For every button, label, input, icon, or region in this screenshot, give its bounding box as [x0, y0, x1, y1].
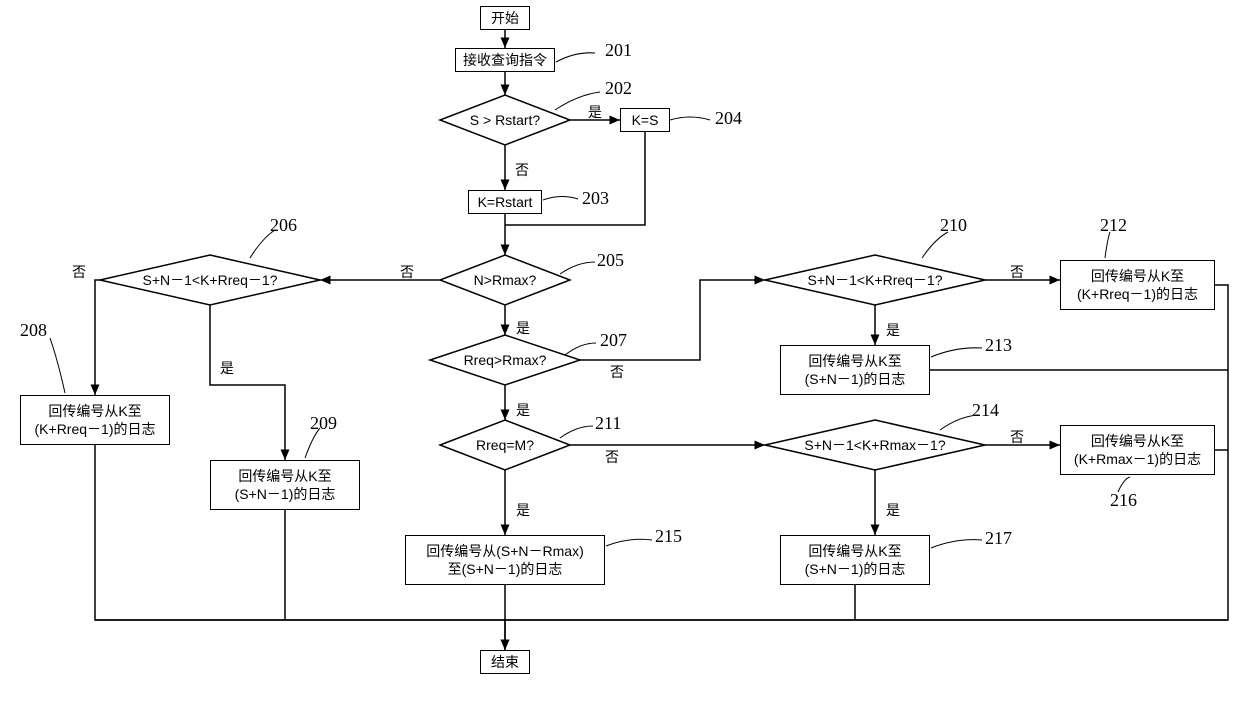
node-text-n217: 回传编号从K至 (S+N－1)的日志: [805, 542, 906, 578]
ref-leader-r205: [560, 262, 595, 274]
ref-leader-r201: [556, 53, 595, 62]
edge-label-e_210_213_yes: 是: [886, 320, 900, 340]
edge-label-e_211_214_no: 否: [605, 447, 619, 467]
diamond-text-d205: N>Rmax?: [474, 272, 537, 288]
diamond-text-d207: Rreq>Rmax?: [464, 352, 547, 368]
edge-e_206_208_no: [95, 280, 100, 395]
node-text-n215: 回传编号从(S+N－Rmax) 至(S+N－1)的日志: [426, 542, 584, 578]
ref-r202: 202: [605, 78, 632, 99]
edge-e_206_209_yes: [210, 305, 285, 460]
diamond-text-d210: S+N－1<K+Rreq－1?: [807, 270, 942, 290]
node-n209: 回传编号从K至 (S+N－1)的日志: [210, 460, 360, 510]
diamond-text-d211: Rreq=M?: [476, 437, 534, 453]
ref-r201: 201: [605, 40, 632, 61]
diamond-d211: [440, 420, 570, 470]
node-text-n201: 接收查询指令: [463, 51, 547, 69]
diamond-d207: [430, 335, 580, 385]
edge-label-e_210_212_no: 否: [1010, 262, 1024, 282]
ref-r216: 216: [1110, 490, 1137, 511]
node-start: 开始: [480, 6, 530, 30]
node-text-n216: 回传编号从K至 (K+Rmax－1)的日志: [1074, 432, 1201, 468]
node-n213: 回传编号从K至 (S+N－1)的日志: [780, 345, 930, 395]
ref-r206: 206: [270, 215, 297, 236]
node-text-n213: 回传编号从K至 (S+N－1)的日志: [805, 352, 906, 388]
node-text-n203: K=Rstart: [478, 193, 533, 211]
node-text-end: 结束: [491, 653, 519, 671]
ref-leader-r208: [50, 338, 65, 393]
node-n204: K=S: [620, 108, 670, 132]
node-n215: 回传编号从(S+N－Rmax) 至(S+N－1)的日志: [405, 535, 605, 585]
ref-leader-r211: [560, 426, 593, 438]
node-text-n208: 回传编号从K至 (K+Rreq－1)的日志: [35, 402, 156, 438]
diamond-d214: [765, 420, 985, 470]
ref-r214: 214: [972, 400, 999, 421]
node-n217: 回传编号从K至 (S+N－1)的日志: [780, 535, 930, 585]
edge-label-e_214_217_yes: 是: [886, 500, 900, 520]
node-n201: 接收查询指令: [455, 48, 555, 72]
ref-r217: 217: [985, 528, 1012, 549]
ref-r205: 205: [597, 250, 624, 271]
ref-leader-r204: [670, 117, 710, 120]
ref-r207: 207: [600, 330, 627, 351]
ref-r208: 208: [20, 320, 47, 341]
node-text-n212: 回传编号从K至 (K+Rreq－1)的日志: [1077, 267, 1198, 303]
diamond-text-d214: S+N－1<K+Rmax－1?: [804, 435, 945, 455]
ref-r215: 215: [655, 526, 682, 547]
node-end: 结束: [480, 650, 530, 674]
edge-label-e_206_209_yes: 是: [220, 358, 234, 378]
edge-label-e_205_207_yes: 是: [516, 318, 530, 338]
edge-label-e_205_206_no: 否: [400, 262, 414, 282]
ref-r209: 209: [310, 413, 337, 434]
ref-leader-r207: [565, 343, 596, 355]
diamond-d202: [440, 95, 570, 145]
edge-label-e_214_216_no: 否: [1010, 427, 1024, 447]
diamond-d206: [100, 255, 320, 305]
node-n212: 回传编号从K至 (K+Rreq－1)的日志: [1060, 260, 1215, 310]
diamond-text-d206: S+N－1<K+Rreq－1?: [142, 270, 277, 290]
ref-r213: 213: [985, 335, 1012, 356]
ref-r204: 204: [715, 108, 742, 129]
ref-leader-r203: [543, 196, 578, 200]
diamond-d205: [440, 255, 570, 305]
edge-label-e_206_208_no: 否: [72, 262, 86, 282]
ref-leader-r217: [931, 540, 982, 548]
edge-label-e_202_203_no: 否: [515, 160, 529, 180]
ref-r211: 211: [595, 413, 621, 434]
edge-label-e_202_204_yes: 是: [588, 102, 602, 122]
ref-leader-r215: [606, 539, 652, 546]
edge-label-e_207_211_yes: 是: [516, 400, 530, 420]
edge-label-e_211_215_yes: 是: [516, 500, 530, 520]
ref-leader-r213: [931, 348, 982, 357]
node-n203: K=Rstart: [468, 190, 542, 214]
diamond-d210: [765, 255, 985, 305]
ref-r203: 203: [582, 188, 609, 209]
flowchart-canvas: 开始接收查询指令 K=S K=Rstart 回传编号从K至 (K+Rreq－1)的日志…: [0, 0, 1240, 701]
node-n216: 回传编号从K至 (K+Rmax－1)的日志: [1060, 425, 1215, 475]
ref-r210: 210: [940, 215, 967, 236]
edge-label-e_207_210_no: 否: [610, 362, 624, 382]
node-text-start: 开始: [491, 9, 519, 27]
node-text-n209: 回传编号从K至 (S+N－1)的日志: [235, 467, 336, 503]
ref-r212: 212: [1100, 215, 1127, 236]
diamond-text-d202: S > Rstart?: [470, 112, 540, 128]
node-n208: 回传编号从K至 (K+Rreq－1)的日志: [20, 395, 170, 445]
node-text-n204: K=S: [632, 111, 659, 129]
